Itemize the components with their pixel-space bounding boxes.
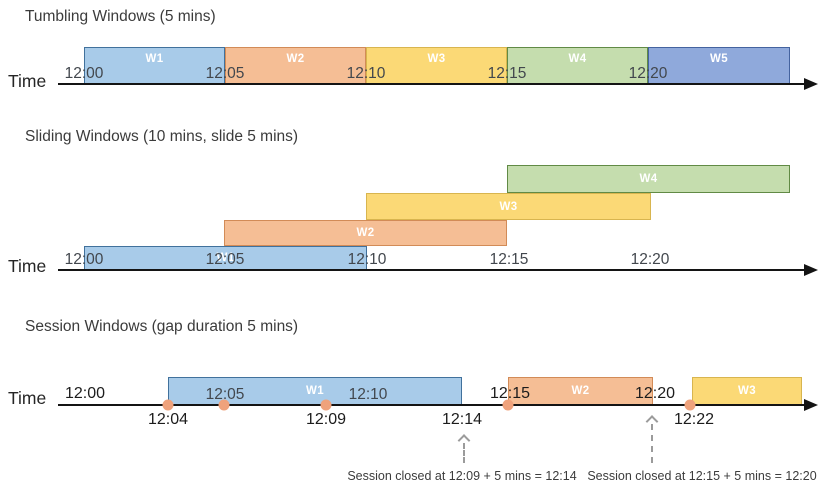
- tick-label: 12:10: [346, 65, 386, 82]
- window-label: W1: [216, 252, 235, 264]
- event-time-label: 12:22: [673, 411, 715, 428]
- event-dot: [502, 399, 514, 411]
- tick-label: 12:10: [347, 251, 387, 268]
- sliding-time-axis: [58, 269, 806, 271]
- sliding-window-w1: W1: [84, 246, 367, 270]
- dashed-pointer-line: [651, 424, 653, 463]
- event-dot: [218, 399, 230, 411]
- session-closed-annotation-2: Session closed at 12:15 + 5 mins = 12:20: [587, 469, 817, 483]
- tumbling-window-w3: W3: [366, 47, 507, 84]
- sliding-window-w2: W2: [224, 220, 507, 246]
- tick-label: 12:15: [487, 65, 527, 82]
- event-time-label: 12:09: [305, 411, 347, 428]
- window-label: W4: [639, 173, 658, 185]
- tick-label: 12:20: [630, 251, 670, 268]
- tumbling-window-w2: W2: [225, 47, 366, 84]
- event-dot: [684, 399, 696, 411]
- window-label: W5: [709, 53, 729, 65]
- axis-arrow-icon: [804, 264, 818, 276]
- event-dot: [320, 399, 332, 411]
- tumbling-window-w5: W5: [648, 47, 790, 84]
- tumbling-time-axis: [58, 83, 806, 85]
- sliding-window-w4: W4: [507, 165, 790, 193]
- tumbling-window-w4: W4: [507, 47, 648, 84]
- sliding-section-title: Sliding Windows (10 mins, slide 5 mins): [25, 128, 299, 145]
- axis-arrow-icon: [804, 399, 818, 411]
- tick-label: 12:20: [628, 65, 668, 82]
- window-label: W4: [568, 53, 587, 65]
- session-time-axis: [58, 404, 806, 406]
- window-label: W3: [499, 200, 518, 213]
- tumbling-section-title: Tumbling Windows (5 mins): [25, 8, 216, 25]
- event-dot: [162, 399, 174, 411]
- tick-label: 12:20: [634, 385, 676, 402]
- tick-label: 12:15: [489, 385, 531, 402]
- tick-label: 12:00: [64, 251, 104, 268]
- tick-label: 12:00: [64, 385, 106, 402]
- tick-label: 12:05: [205, 251, 245, 268]
- session-window-w3: W3: [692, 377, 802, 405]
- window-label: W1: [145, 53, 164, 65]
- tick-label: 12:10: [348, 386, 388, 403]
- window-label: W3: [427, 53, 446, 65]
- window-label: W2: [356, 227, 375, 239]
- event-time-label: 12:04: [147, 411, 189, 428]
- axis-arrow-icon: [804, 78, 818, 90]
- sliding-time-axis-label: Time: [8, 256, 47, 276]
- session-window-w2: W2: [508, 377, 653, 405]
- tick-label: 12:05: [205, 386, 245, 403]
- window-label: W3: [737, 385, 757, 397]
- tumbling-window-w1: W1: [84, 47, 225, 84]
- tick-label: 12:00: [64, 65, 104, 82]
- session-time-axis-label: Time: [8, 388, 47, 408]
- tick-label: 12:15: [489, 251, 529, 268]
- session-closed-annotation-1: Session closed at 12:09 + 5 mins = 12:14: [347, 469, 577, 483]
- event-time-label: 12:14: [441, 411, 483, 428]
- window-label: W2: [571, 385, 590, 397]
- tick-label: 12:05: [205, 65, 245, 82]
- dashed-pointer-line: [463, 443, 465, 463]
- window-label: W1: [305, 385, 325, 397]
- tumbling-time-axis-label: Time: [8, 71, 47, 91]
- window-label: W2: [286, 53, 305, 65]
- sliding-window-w3: W3: [366, 193, 651, 220]
- session-section-title: Session Windows (gap duration 5 mins): [25, 318, 299, 335]
